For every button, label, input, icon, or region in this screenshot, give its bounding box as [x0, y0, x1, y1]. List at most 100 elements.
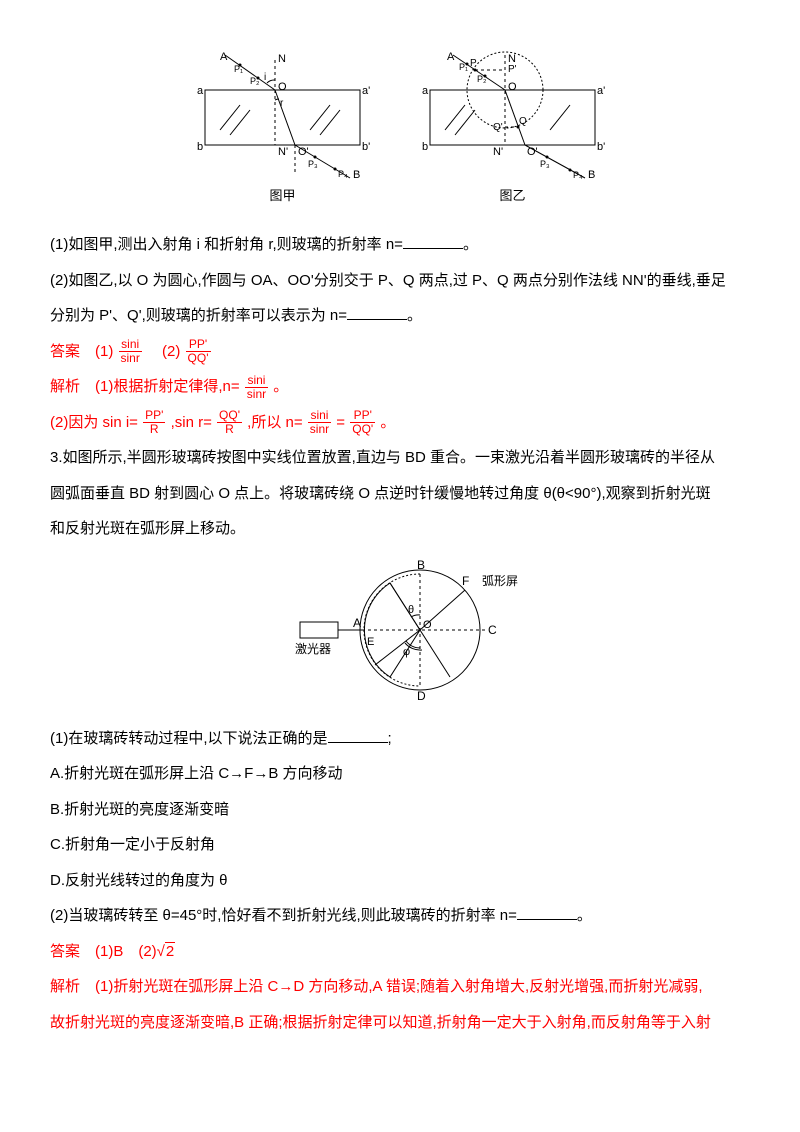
exp2-l2: 故折射光斑的亮度逐渐变暗,B 正确;根据折射定律可以知道,折射角一定大于入射角,…: [50, 1007, 750, 1039]
exp1-f2a: PP'R: [143, 409, 165, 436]
sqrt-sign: √: [157, 943, 165, 960]
figure-yi: A N P₁ P₂ P P' O a a' Q Q' b b' N' O' P₃…: [415, 50, 610, 209]
svg-text:O: O: [278, 81, 287, 93]
q1-l1-text: (1)如图甲,测出入射角 i 和折射角 r,则玻璃的折射率 n=: [50, 236, 403, 253]
svg-text:a: a: [422, 85, 429, 97]
exp1-f2b: QQ'R: [217, 409, 242, 436]
q1-line2a: (2)如图乙,以 O 为圆心,作圆与 OA、OO'分别交于 P、Q 两点,过 P…: [50, 265, 750, 297]
answer-2: 答案 (1)B (2)√2: [50, 936, 750, 968]
exp1-l2-mid2: ,所以 n=: [247, 414, 302, 431]
svg-text:F: F: [462, 574, 469, 588]
svg-text:P₄: P₄: [573, 170, 583, 180]
blank-4: [517, 904, 577, 920]
ans1-prefix: 答案 (1): [50, 343, 113, 360]
option-D: D.反射光线转过的角度为 θ: [50, 865, 750, 897]
answer-1: 答案 (1) sinisinr (2) PP'QQ': [50, 336, 750, 368]
q1-l1-end: 。: [463, 236, 478, 253]
svg-text:b': b': [362, 141, 370, 153]
svg-text:P₁: P₁: [459, 62, 468, 72]
exp1-f1: sinisinr: [245, 374, 268, 401]
blank-1: [403, 233, 463, 249]
q2b-l2-end: 。: [577, 907, 592, 924]
ans1-frac2: PP'QQ': [186, 338, 211, 365]
svg-text:C: C: [488, 623, 497, 637]
q2b-l1-text: (1)在玻璃砖转动过程中,以下说法正确的是: [50, 730, 328, 747]
svg-text:P: P: [470, 58, 477, 69]
figure-2-wrapper: 激光器 弧形屏 B F A E C O D θ φ: [50, 555, 750, 705]
svg-text:N: N: [278, 53, 286, 65]
exp1-l1: 解析 (1)根据折射定律得,n= sinisinr 。: [50, 371, 750, 403]
exp1-l2-end: 。: [380, 414, 395, 431]
caption-jia: 图甲: [190, 182, 375, 209]
exp1-l2-mid: ,sin r=: [171, 414, 212, 431]
svg-text:O: O: [508, 81, 517, 93]
svg-text:P': P': [508, 64, 517, 75]
svg-text:b': b': [597, 141, 605, 153]
svg-text:O': O': [527, 146, 538, 158]
exp1-l2: (2)因为 sin i= PP'R ,sin r= QQ'R ,所以 n= si…: [50, 407, 750, 439]
svg-text:P₄: P₄: [338, 169, 348, 179]
svg-text:B: B: [588, 169, 595, 180]
svg-text:N': N': [278, 146, 288, 158]
figure-row-1: A N P₁ P₂ i O r a a' b b' N' O' P₃ P₄ B …: [50, 50, 750, 209]
svg-text:P₃: P₃: [308, 159, 318, 169]
svg-text:P₂: P₂: [250, 76, 260, 86]
figure-jia: A N P₁ P₂ i O r a a' b b' N' O' P₃ P₄ B …: [190, 50, 375, 209]
svg-text:a': a': [362, 85, 370, 97]
svg-jia: A N P₁ P₂ i O r a a' b b' N' O' P₃ P₄ B: [190, 50, 375, 180]
sqrt-2: 2: [165, 942, 175, 960]
svg-text:A: A: [447, 51, 455, 63]
exp2-l1: 解析 (1)折射光斑在弧形屏上沿 C→D 方向移动,A 错误;随着入射角增大,反…: [50, 971, 750, 1003]
svg-text:O: O: [423, 619, 432, 631]
q1-line1: (1)如图甲,测出入射角 i 和折射角 r,则玻璃的折射率 n= 。: [50, 229, 750, 261]
ans1-mid: (2): [147, 343, 180, 360]
svg-text:b: b: [422, 141, 428, 153]
caption-yi: 图乙: [415, 182, 610, 209]
exp1-l2-eq: =: [336, 414, 345, 431]
svg-text:O': O': [298, 146, 309, 158]
svg-text:弧形屏: 弧形屏: [482, 574, 518, 588]
svg-text:Q: Q: [519, 116, 527, 127]
svg-text:a': a': [597, 85, 605, 97]
svg-text:激光器: 激光器: [295, 642, 331, 656]
exp1-l1-end: 。: [273, 378, 288, 395]
q2b-l1-end: ;: [388, 730, 392, 747]
ans2-text: 答案 (1)B (2): [50, 943, 157, 960]
svg-text:P₃: P₃: [540, 159, 550, 169]
q2-p3: 和反射光斑在弧形屏上移动。: [50, 513, 750, 545]
exp1-l2-pre: (2)因为 sin i=: [50, 414, 138, 431]
q1-line2b: 分别为 P'、Q',则玻璃的折射率可以表示为 n= 。: [50, 300, 750, 332]
svg-text:P₂: P₂: [477, 74, 487, 84]
svg-text:i: i: [264, 72, 266, 83]
blank-3: [328, 727, 388, 743]
svg-text:A: A: [353, 616, 361, 630]
blank-2: [347, 304, 407, 320]
svg-text:E: E: [367, 636, 374, 648]
option-C: C.折射角一定小于反射角: [50, 829, 750, 861]
option-A: A.折射光斑在弧形屏上沿 C→F→B 方向移动: [50, 758, 750, 790]
svg-text:A: A: [220, 51, 228, 63]
svg-text:B: B: [353, 169, 360, 180]
svg-text:N': N': [493, 146, 503, 158]
option-B: B.折射光斑的亮度逐渐变暗: [50, 794, 750, 826]
exp1-f2d: PP'QQ': [350, 409, 375, 436]
svg-text:b: b: [197, 141, 203, 153]
exp1-f2c: sinisinr: [308, 409, 331, 436]
exp1-l1-pre: 解析 (1)根据折射定律得,n=: [50, 378, 240, 395]
q2b-l2: (2)当玻璃砖转至 θ=45°时,恰好看不到折射光线,则此玻璃砖的折射率 n= 。: [50, 900, 750, 932]
q2-p2: 圆弧面垂直 BD 射到圆心 O 点上。将玻璃砖绕 O 点逆时针缓慢地转过角度 θ…: [50, 478, 750, 510]
q1-l2b-text: 分别为 P'、Q',则玻璃的折射率可以表示为 n=: [50, 307, 347, 324]
svg-text:B: B: [417, 558, 425, 572]
svg-text:D: D: [417, 689, 426, 703]
q2b-l2-text: (2)当玻璃砖转至 θ=45°时,恰好看不到折射光线,则此玻璃砖的折射率 n=: [50, 907, 517, 924]
ans1-frac1: sinisinr: [119, 338, 142, 365]
svg-text:a: a: [197, 85, 204, 97]
svg-text:θ: θ: [408, 604, 414, 616]
svg-circle: 激光器 弧形屏 B F A E C O D θ φ: [270, 555, 530, 705]
svg-text:P₁: P₁: [234, 64, 243, 74]
svg-yi: A N P₁ P₂ P P' O a a' Q Q' b b' N' O' P₃…: [415, 50, 610, 180]
svg-text:Q': Q': [493, 122, 503, 133]
q2b-l1: (1)在玻璃砖转动过程中,以下说法正确的是;: [50, 723, 750, 755]
q1-l2-end: 。: [407, 307, 422, 324]
svg-text:φ: φ: [403, 646, 410, 658]
